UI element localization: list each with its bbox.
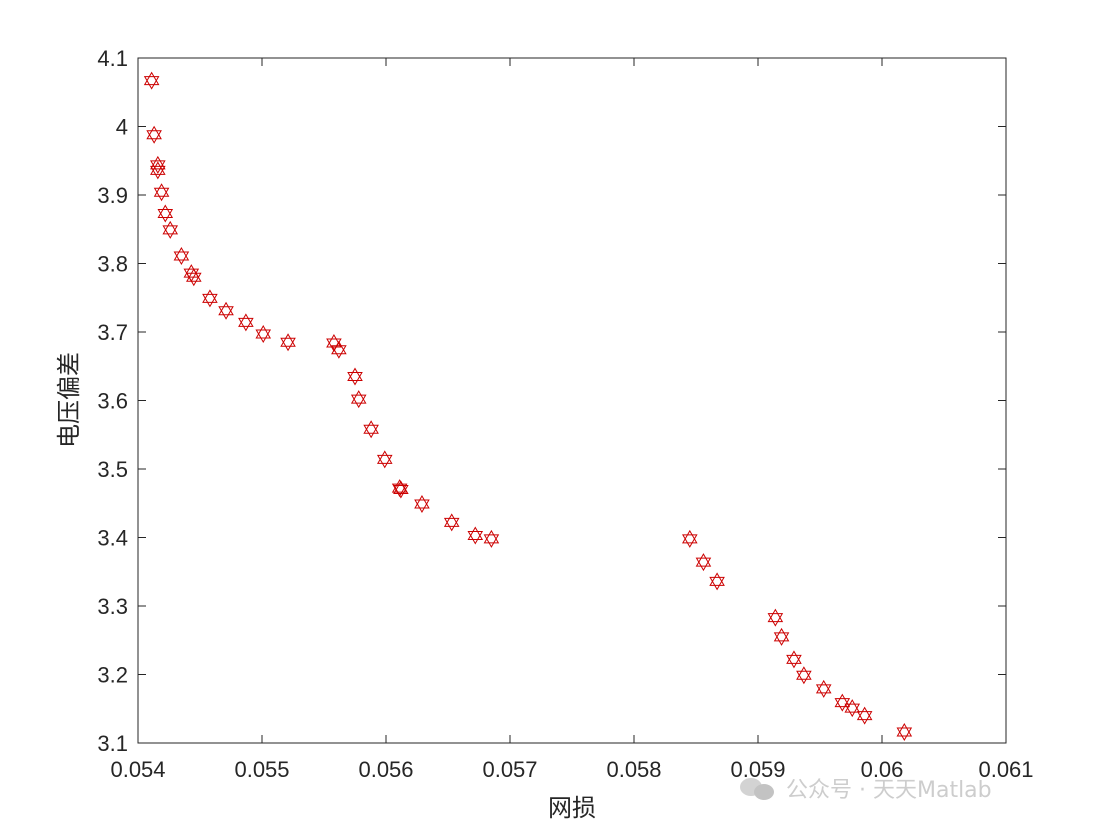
x-tick-label: 0.054 (110, 757, 165, 782)
x-axis-ticks: 0.054 0.055 0.056 0.057 0.058 0.059 0.06 0.061 (110, 58, 1034, 782)
x-tick-label: 0.055 (234, 757, 289, 782)
data-point (162, 220, 179, 239)
data-point (255, 325, 272, 344)
data-point (443, 513, 460, 532)
data-point (143, 71, 160, 90)
watermark: 公众号 · 天天Matlab (738, 768, 992, 808)
y-tick-label: 3.4 (97, 526, 128, 551)
data-point (186, 268, 202, 287)
data-point (202, 289, 218, 308)
data-point (347, 367, 363, 386)
data-point (153, 183, 170, 202)
data-point (773, 627, 790, 646)
data-point (376, 450, 393, 469)
data-point (767, 608, 784, 627)
data-point (786, 650, 802, 669)
data-point (467, 526, 484, 545)
data-point (350, 390, 367, 409)
y-axis-title: 电压偏差 (55, 352, 83, 448)
y-tick-label: 3.2 (97, 663, 128, 688)
data-point (896, 723, 913, 742)
data-point (363, 420, 379, 439)
y-axis-ticks: 3.1 3.2 3.3 3.4 3.5 3.6 3.7 3.8 3.9 4 4.1 (97, 46, 1006, 756)
x-tick-label: 0.056 (358, 757, 413, 782)
data-point (796, 666, 812, 685)
x-axis-title: 网损 (548, 794, 596, 822)
x-tick-label: 0.06 (861, 757, 904, 782)
x-tick-label: 0.061 (978, 757, 1033, 782)
y-tick-label: 3.7 (97, 320, 128, 345)
y-tick-label: 3.5 (97, 457, 128, 482)
y-tick-label: 3.1 (97, 731, 128, 756)
data-point (856, 706, 873, 725)
y-tick-label: 3.6 (97, 389, 128, 414)
data-point (414, 494, 430, 513)
data-point (146, 125, 162, 144)
y-tick-label: 4.1 (97, 46, 128, 71)
data-point (157, 204, 174, 223)
x-tick-label: 0.058 (606, 757, 661, 782)
data-point (150, 161, 166, 180)
data-point (695, 553, 712, 572)
data-point (393, 480, 409, 499)
wechat-icon (738, 772, 778, 804)
data-markers (143, 71, 913, 742)
data-point (682, 529, 698, 548)
data-point (173, 246, 190, 265)
y-tick-label: 3.8 (97, 252, 128, 277)
data-point (815, 679, 832, 698)
y-tick-label: 3.3 (97, 594, 128, 619)
data-point (218, 301, 234, 320)
data-point (483, 529, 500, 548)
data-point (331, 340, 347, 359)
x-tick-label: 0.059 (730, 757, 785, 782)
data-point (280, 333, 296, 352)
watermark-text: 公众号 · 天天Matlab (786, 778, 992, 803)
data-point (238, 313, 254, 332)
data-point (844, 699, 861, 718)
y-tick-label: 4 (116, 115, 128, 140)
data-point (150, 155, 166, 174)
data-point (709, 572, 725, 591)
plot-area (137, 57, 1007, 744)
x-tick-label: 0.057 (482, 757, 537, 782)
y-tick-label: 3.9 (97, 183, 128, 208)
